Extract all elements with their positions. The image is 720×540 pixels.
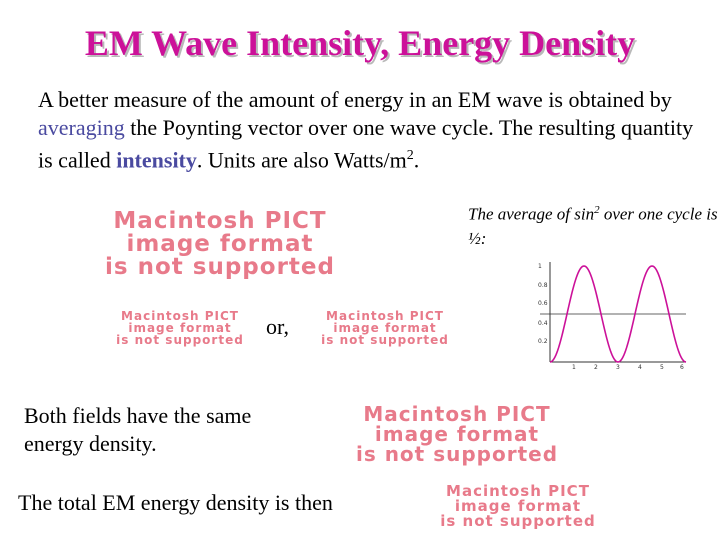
intro-text-3: . Units are also Watts/m: [196, 147, 407, 173]
pict-placeholder-1: Macintosh PICT image format is not suppo…: [30, 210, 410, 279]
pict-line-3: is not supported: [105, 254, 335, 280]
pict-line-2: image format: [128, 321, 232, 335]
fields-text: Both fields have the same energy density…: [24, 403, 252, 456]
pict-placeholder-4: Macintosh PICT image format is not suppo…: [270, 404, 644, 464]
x-tick-labels: 1 2 3 4 5 6: [572, 364, 684, 370]
pict-line-3: is not supported: [321, 333, 449, 347]
y-tick-label: 1: [538, 263, 542, 270]
pict-line-2: image format: [126, 231, 314, 257]
intro-text-4: .: [413, 147, 420, 173]
total-energy-text: The total EM energy density is then: [18, 490, 333, 515]
x-tick-label: 3: [616, 364, 620, 370]
pict-line-2: image format: [333, 321, 437, 335]
y-tick-labels: 1 0.8 0.6 0.4 0.2: [538, 263, 548, 345]
intro-paragraph: A better measure of the amount of energy…: [38, 86, 698, 174]
x-tick-label: 2: [594, 364, 598, 370]
intro-text-1: A better measure of the amount of energy…: [38, 87, 672, 112]
note-text-1: The average of sin: [468, 204, 595, 224]
y-tick-label: 0.8: [538, 282, 548, 289]
sin-squared-curve: [549, 265, 687, 363]
pict-placeholder-2: Macintosh PICT image format is not suppo…: [110, 310, 250, 346]
y-tick-label: 0.6: [538, 300, 548, 307]
intro-intensity: intensity: [116, 147, 197, 173]
pict-line-2: image format: [454, 497, 582, 515]
pict-placeholder-5: Macintosh PICT image format is not suppo…: [392, 484, 644, 529]
note-text-2: over one cycle is ½:: [468, 204, 718, 248]
y-tick-label: 0.2: [538, 338, 548, 345]
pict-line-3: is not supported: [440, 512, 596, 530]
or-text: or,: [266, 314, 289, 339]
pict-line-2: image format: [374, 422, 540, 446]
x-tick-label: 6: [680, 364, 684, 370]
x-tick-label: 5: [660, 364, 664, 370]
pict-line-1: Macintosh PICT: [363, 402, 551, 426]
pict-line-1: Macintosh PICT: [326, 309, 444, 323]
sin-squared-note: The average of sin2 over one cycle is ½:: [468, 198, 718, 251]
pict-line-3: is not supported: [116, 333, 244, 347]
x-tick-label: 1: [572, 364, 576, 370]
pict-line-1: Macintosh PICT: [113, 208, 327, 234]
y-tick-label: 0.4: [538, 320, 548, 327]
intro-averaging: averaging: [38, 115, 125, 140]
pict-line-3: is not supported: [355, 442, 559, 466]
pict-placeholder-3: Macintosh PICT image format is not suppo…: [312, 310, 458, 346]
intro-text-2: the Poynting vector over one wave cycle.…: [38, 115, 694, 173]
slide-title: EM Wave Intensity, Energy Density: [84, 23, 636, 63]
pict-line-1: Macintosh PICT: [121, 309, 239, 323]
intro-superscript: 2: [406, 148, 414, 163]
note-superscript: 2: [594, 204, 600, 216]
pict-line-1: Macintosh PICT: [446, 482, 590, 500]
x-tick-label: 4: [638, 364, 642, 370]
sin-squared-graph: 1 0.8 0.6 0.4 0.2 1 2 3 4 5 6: [538, 262, 687, 370]
